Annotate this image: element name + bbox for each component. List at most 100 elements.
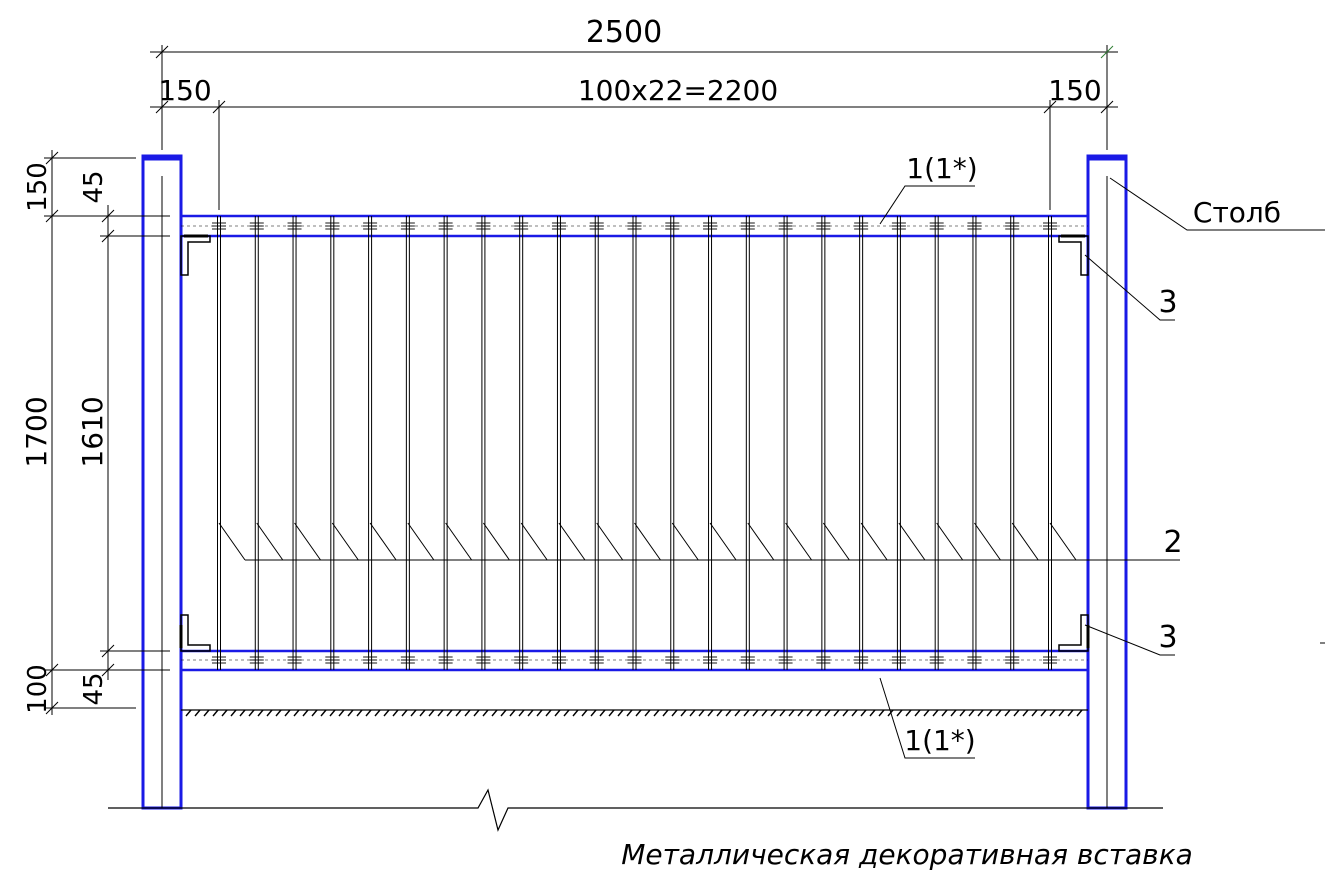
ground-hatch-mark — [401, 709, 408, 717]
ground-hatch-mark — [311, 709, 318, 717]
ground-hatch-mark — [797, 709, 804, 717]
vertical-bar — [551, 216, 586, 670]
ground-hatch-mark — [707, 709, 714, 717]
break-line — [108, 788, 1163, 832]
bottom-rail — [181, 649, 1088, 672]
ground-hatch-mark — [500, 709, 507, 717]
dim-bottom-45: 45 — [79, 672, 109, 705]
ground-hatch-mark — [977, 709, 984, 717]
ground-hatch-mark — [302, 709, 309, 717]
ground-hatch-mark — [680, 709, 687, 717]
ground-hatch-mark — [995, 709, 1002, 717]
dim-left-post-width: 150 — [158, 74, 211, 107]
ground-hatch-mark — [1031, 709, 1038, 717]
ground-hatch-mark — [932, 709, 939, 717]
ground-hatch-mark — [833, 709, 840, 717]
ground-hatch-mark — [455, 709, 462, 717]
ground-hatch-mark — [221, 709, 228, 717]
ground-hatch-mark — [1040, 709, 1047, 717]
dim-span: 100x22=2200 — [578, 74, 778, 107]
ground-hatch-mark — [1067, 709, 1074, 717]
ground-hatch-mark — [527, 709, 534, 717]
vertical-bar — [514, 216, 548, 670]
dim-top-45: 45 — [79, 170, 109, 203]
ground-hatch-mark — [554, 709, 561, 717]
ground-hatch-mark — [941, 709, 948, 717]
ground-hatch-mark — [752, 709, 759, 717]
vertical-bar — [212, 216, 246, 670]
ground-hatch-mark — [860, 709, 867, 717]
ground-hatch-mark — [230, 709, 237, 717]
ground-hatch-mark — [698, 709, 705, 717]
ground-hatch-mark — [266, 709, 273, 717]
callout-rail-top: 1(1*) — [906, 152, 977, 185]
ground-hatch-mark — [914, 709, 921, 717]
ground-line — [181, 709, 1088, 717]
vertical-bar — [287, 216, 321, 670]
ground-hatch-mark — [239, 709, 246, 717]
ground-hatch-mark — [851, 709, 858, 717]
ground-hatch-mark — [959, 709, 966, 717]
vertical-bar — [325, 216, 359, 670]
ground-hatch-mark — [761, 709, 768, 717]
ground-hatch-mark — [491, 709, 498, 717]
ground-hatch-mark — [608, 709, 615, 717]
ground-hatch-mark — [590, 709, 597, 717]
ground-hatch-mark — [572, 709, 579, 717]
ground-hatch-mark — [392, 709, 399, 717]
callout-rail-bottom: 1(1*) — [904, 724, 975, 757]
vertical-bar — [1005, 216, 1039, 670]
dim-bottom-100: 100 — [23, 664, 53, 714]
ground-hatch-mark — [509, 709, 516, 717]
ground-hatch-mark — [923, 709, 930, 717]
ground-hatch-mark — [293, 709, 300, 717]
callout-bracket-top: 3 — [1158, 285, 1177, 320]
ground-hatch-mark — [950, 709, 957, 717]
ground-hatch-mark — [284, 709, 291, 717]
ground-hatch-mark — [248, 709, 255, 717]
ground-hatch-mark — [626, 709, 633, 717]
ground-hatch-mark — [275, 709, 282, 717]
ground-hatch-mark — [878, 709, 885, 717]
ground-hatch-mark — [437, 709, 444, 717]
ground-hatch-mark — [374, 709, 381, 717]
ground-hatch-mark — [662, 709, 669, 717]
ground-hatch-mark — [1058, 709, 1065, 717]
ground-hatch-mark — [383, 709, 390, 717]
ground-hatch-mark — [734, 709, 741, 717]
vertical-bar — [476, 216, 510, 670]
ground-hatch-mark — [347, 709, 354, 717]
ground-hatch-mark — [464, 709, 471, 717]
ground-hatch-mark — [743, 709, 750, 717]
dim-height-total: 1700 — [20, 396, 53, 467]
ground-hatch-mark — [986, 709, 993, 717]
vertical-bar — [967, 216, 1001, 670]
ground-hatch-mark — [581, 709, 588, 717]
ground-hatch-mark — [329, 709, 336, 717]
ground-hatch-mark — [536, 709, 543, 717]
ground-hatch-mark — [725, 709, 732, 717]
callout-bracket-bottom: 3 — [1158, 620, 1177, 655]
ground-hatch-mark — [689, 709, 696, 717]
ground-hatch-mark — [545, 709, 552, 717]
ground-hatch-mark — [824, 709, 831, 717]
vertical-bars — [212, 216, 1077, 670]
ground-hatch-mark — [716, 709, 723, 717]
bracket-bottom-left — [179, 614, 211, 652]
bracket-top-right — [1058, 234, 1089, 276]
ground-hatch-mark — [599, 709, 606, 717]
fence-geometry — [108, 154, 1163, 832]
ground-hatch-mark — [257, 709, 264, 717]
ground-hatch-mark — [635, 709, 642, 717]
ground-hatch-mark — [518, 709, 525, 717]
leader-lines — [245, 177, 1325, 759]
vertical-bar — [740, 216, 775, 670]
vertical-bar — [891, 216, 926, 670]
vertical-bar — [665, 216, 699, 670]
ground-hatch-mark — [428, 709, 435, 717]
dim-total-width: 2500 — [586, 15, 662, 50]
ground-hatch-mark — [356, 709, 363, 717]
callout-labels: 1(1*) Столб 3 2 3 1(1*) — [904, 152, 1281, 757]
ground-hatch-mark — [842, 709, 849, 717]
